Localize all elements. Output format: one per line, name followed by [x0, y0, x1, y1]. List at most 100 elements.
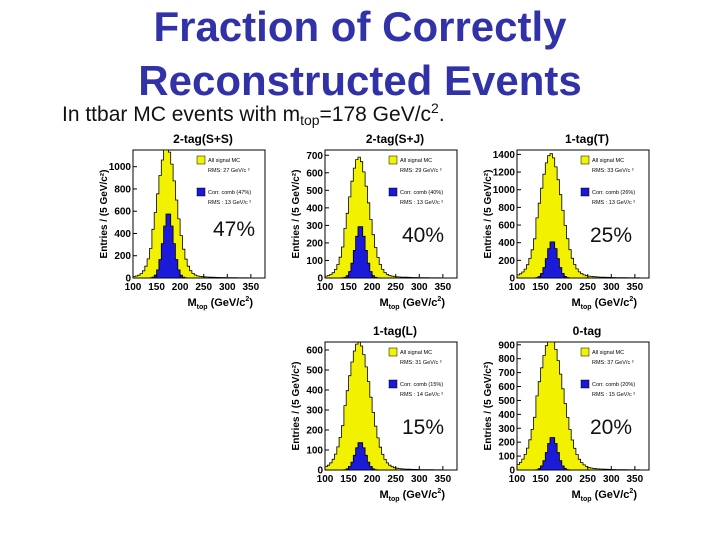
x-axis-label-sup: 2	[437, 488, 441, 495]
y-tick-label: 300	[306, 221, 323, 232]
x-tick-label: 300	[411, 474, 428, 485]
legend-label: All signal MC	[592, 158, 624, 164]
x-axis-label-sub: top	[581, 496, 592, 503]
legend-label: All signal MC	[592, 350, 624, 356]
y-tick-label: 600	[498, 221, 515, 232]
legend-rms: RMS : 15 GeV/c ²	[592, 392, 635, 398]
histogram-panel: 0 200 400 600 800 1000 100 150 200 250 300 350 2-tag…	[95, 130, 271, 312]
y-tick-label: 300	[306, 406, 323, 417]
x-tick-label: 150	[532, 474, 549, 485]
y-axis-label: Entries / (5 GeV/c²)	[99, 170, 110, 259]
x-axis-label-close: )	[249, 297, 253, 309]
histogram-chart: 0 200 400 600 800 1000 100 150 200 250 300 350 2-tag…	[99, 132, 266, 311]
fraction-label: 15%	[402, 416, 445, 439]
y-tick-label: 600	[306, 346, 323, 357]
legend-swatch-correct	[196, 187, 206, 197]
correct-combination-histogram	[517, 241, 649, 279]
legend-swatch-correct	[388, 187, 398, 197]
y-tick-label: 800	[498, 354, 515, 365]
x-axis-label-sub: top	[581, 304, 592, 311]
x-axis-label-close: )	[441, 297, 445, 309]
x-axis-label-sub: top	[389, 496, 400, 503]
x-tick-label: 350	[627, 474, 644, 485]
y-axis-label: Entries / (5 GeV/c²)	[291, 170, 302, 259]
x-axis-label-sup: 2	[629, 296, 633, 303]
y-tick-label: 200	[114, 251, 131, 262]
y-tick-label: 600	[306, 168, 323, 179]
y-tick-label: 700	[498, 368, 515, 379]
correct-combination-histogram	[325, 226, 457, 279]
legend-label: All signal MC	[400, 158, 432, 164]
x-axis-label: Mtop (GeV/c2)	[571, 488, 637, 503]
x-tick-label: 350	[627, 282, 644, 293]
x-axis-label-main: M	[187, 297, 196, 309]
y-tick-label: 400	[306, 386, 323, 397]
x-tick-label: 300	[603, 474, 620, 485]
y-tick-label: 700	[306, 151, 323, 162]
page-title: Fraction of Correctly Reconstructed Even…	[0, 0, 720, 108]
legend-swatch-correct	[580, 187, 590, 197]
y-tick-label: 1400	[493, 150, 516, 161]
legend-rms: RMS : 13 GeV/c ²	[400, 200, 443, 206]
y-tick-label: 100	[498, 452, 515, 463]
x-tick-label: 250	[387, 282, 404, 293]
y-axis-label: Entries / (5 GeV/c²)	[291, 362, 302, 451]
y-tick-label: 400	[306, 203, 323, 214]
x-tick-label: 150	[148, 282, 165, 293]
x-axis-label-unit: (GeV/c	[208, 297, 246, 309]
y-tick-label: 500	[498, 396, 515, 407]
subtitle-sub: top	[300, 112, 320, 128]
x-tick-label: 200	[364, 474, 381, 485]
subtitle-mid: =178 GeV/c	[319, 103, 432, 126]
x-tick-label: 200	[364, 282, 381, 293]
panel-title: 1-tag(L)	[373, 324, 417, 338]
x-tick-label: 350	[243, 282, 260, 293]
x-tick-label: 250	[387, 474, 404, 485]
y-tick-label: 600	[498, 382, 515, 393]
title-line-2: Reconstructed Events	[138, 57, 582, 104]
subtitle: In ttbar MC events with mtop=178 GeV/c2.	[62, 100, 445, 128]
y-tick-label: 400	[114, 229, 131, 240]
panel-title: 2-tag(S+J)	[366, 132, 424, 146]
fraction-label: 25%	[590, 224, 633, 247]
y-tick-label: 0	[317, 466, 323, 477]
legend-label: All signal MC	[400, 350, 432, 356]
y-tick-label: 200	[498, 256, 515, 267]
legend-swatch-signal	[388, 155, 398, 165]
x-tick-label: 100	[317, 474, 334, 485]
x-tick-label: 150	[340, 282, 357, 293]
x-axis-label-close: )	[633, 297, 637, 309]
x-tick-label: 300	[603, 282, 620, 293]
legend-label: All signal MC	[208, 158, 240, 164]
x-axis-label-sup: 2	[629, 488, 633, 495]
x-tick-label: 300	[411, 282, 428, 293]
subtitle-suffix: .	[438, 103, 445, 126]
x-tick-label: 100	[125, 282, 142, 293]
subtitle-sup: 2	[431, 100, 439, 116]
legend-rms: RMS: 27 GeV/c ²	[208, 168, 250, 174]
x-axis-label: Mtop (GeV/c2)	[187, 296, 253, 311]
y-axis-label: Entries / (5 GeV/c²)	[483, 362, 494, 451]
x-axis-label: Mtop (GeV/c2)	[379, 296, 445, 311]
x-tick-label: 150	[340, 474, 357, 485]
x-tick-label: 350	[435, 282, 452, 293]
legend-label: Corr. comb (20%)	[592, 382, 635, 388]
legend-swatch-signal	[196, 155, 206, 165]
subtitle-prefix: In ttbar MC events with m	[62, 103, 301, 126]
y-tick-label: 1000	[493, 185, 516, 196]
x-axis-label-close: )	[633, 489, 637, 501]
y-tick-label: 0	[317, 274, 323, 285]
x-axis-label-main: M	[571, 489, 580, 501]
x-tick-label: 350	[435, 474, 452, 485]
histogram-chart: 0 200 400 600 800 1000 1200 1400 100 150 200 250 300…	[483, 132, 650, 311]
legend-rms: RMS : 13 GeV/c ²	[208, 200, 251, 206]
y-tick-label: 400	[498, 238, 515, 249]
x-tick-label: 250	[195, 282, 212, 293]
y-tick-label: 1000	[109, 162, 132, 173]
legend-rms: RMS: 33 GeV/c ²	[592, 168, 634, 174]
legend-label: Corr. comb (40%)	[400, 190, 443, 196]
x-axis-label-sub: top	[389, 304, 400, 311]
y-tick-label: 0	[509, 466, 515, 477]
